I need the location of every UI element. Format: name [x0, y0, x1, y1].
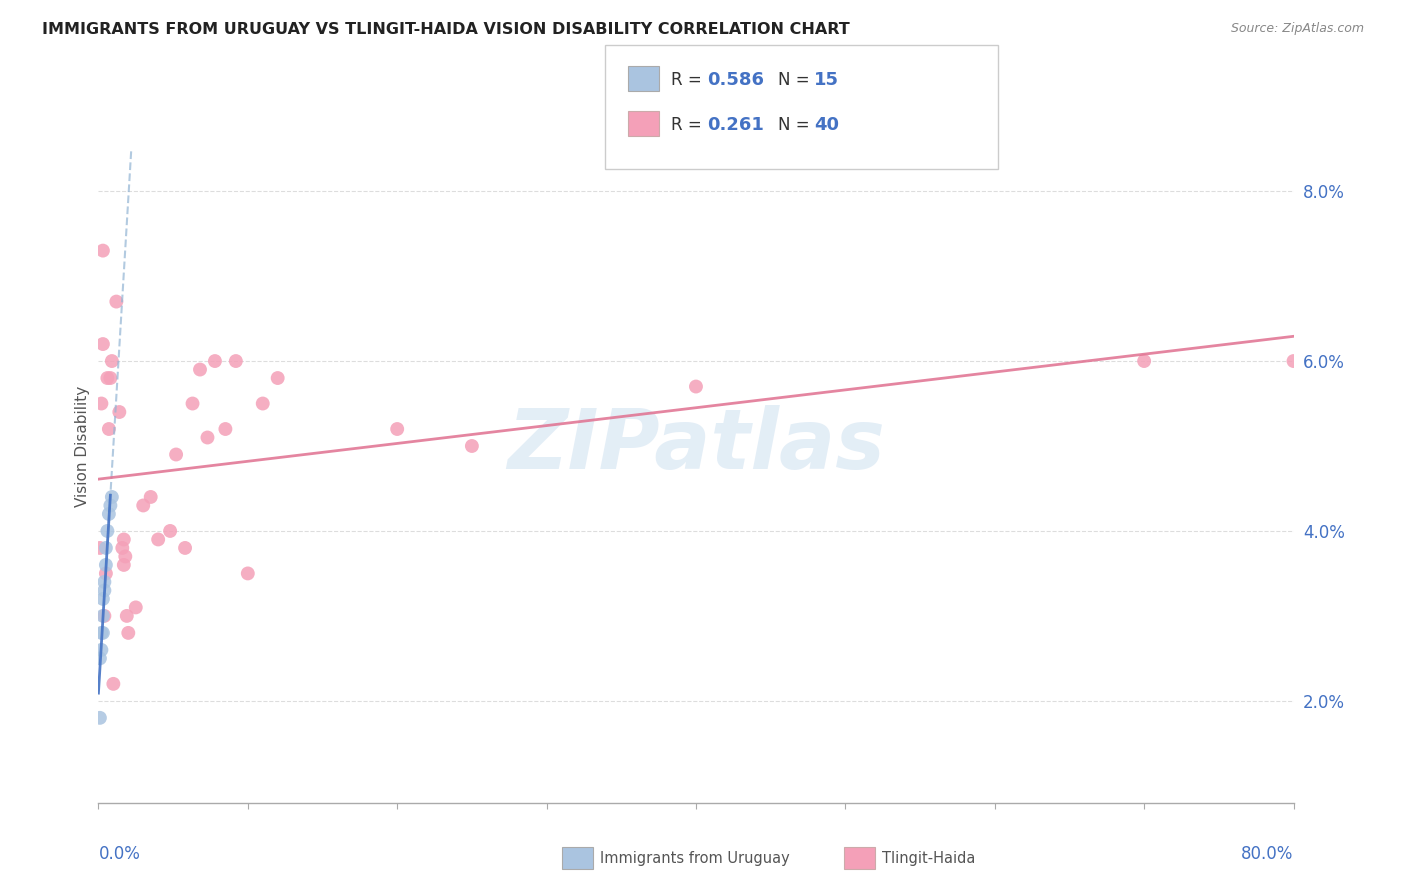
- Point: [89, 711, 111, 725]
- Point: [225, 354, 247, 368]
- Point: [93, 574, 115, 589]
- Point: [97, 422, 120, 436]
- Point: [115, 608, 138, 623]
- Point: [93, 608, 115, 623]
- Point: [89, 651, 111, 665]
- Point: [97, 507, 120, 521]
- Text: IMMIGRANTS FROM URUGUAY VS TLINGIT-HAIDA VISION DISABILITY CORRELATION CHART: IMMIGRANTS FROM URUGUAY VS TLINGIT-HAIDA…: [42, 22, 851, 37]
- Text: N =: N =: [778, 71, 814, 89]
- Point: [91, 591, 114, 606]
- Point: [89, 541, 111, 555]
- Point: [174, 541, 197, 555]
- Point: [90, 396, 112, 410]
- Text: Immigrants from Uruguay: Immigrants from Uruguay: [600, 851, 790, 865]
- Text: Source: ZipAtlas.com: Source: ZipAtlas.com: [1230, 22, 1364, 36]
- Point: [94, 541, 117, 555]
- Text: 0.586: 0.586: [707, 71, 765, 89]
- Point: [685, 379, 707, 393]
- Point: [267, 371, 290, 385]
- Point: [111, 541, 134, 555]
- Point: [1133, 354, 1156, 368]
- Point: [252, 396, 274, 410]
- Text: ZIPatlas: ZIPatlas: [508, 406, 884, 486]
- Text: 0.261: 0.261: [707, 116, 763, 134]
- Point: [165, 448, 187, 462]
- Point: [91, 608, 114, 623]
- Text: N =: N =: [778, 116, 814, 134]
- Point: [94, 558, 117, 572]
- Point: [91, 337, 114, 351]
- Point: [1282, 354, 1305, 368]
- Text: 15: 15: [814, 71, 839, 89]
- Point: [461, 439, 484, 453]
- Text: 80.0%: 80.0%: [1241, 846, 1294, 863]
- Text: 40: 40: [814, 116, 839, 134]
- Point: [90, 626, 112, 640]
- Text: R =: R =: [671, 71, 707, 89]
- Point: [103, 677, 125, 691]
- Point: [101, 354, 124, 368]
- Point: [91, 626, 114, 640]
- Point: [385, 422, 409, 436]
- Text: R =: R =: [671, 116, 707, 134]
- Point: [96, 524, 118, 538]
- Point: [214, 422, 236, 436]
- Text: Tlingit-Haida: Tlingit-Haida: [882, 851, 974, 865]
- Point: [114, 549, 136, 564]
- Point: [93, 583, 115, 598]
- Point: [125, 600, 148, 615]
- Point: [98, 371, 122, 385]
- Point: [139, 490, 162, 504]
- Point: [236, 566, 259, 581]
- Point: [90, 643, 112, 657]
- Y-axis label: Vision Disability: Vision Disability: [75, 385, 90, 507]
- Point: [96, 371, 118, 385]
- Point: [204, 354, 226, 368]
- Point: [101, 490, 124, 504]
- Point: [159, 524, 181, 538]
- Point: [98, 499, 122, 513]
- Point: [112, 533, 135, 547]
- Point: [148, 533, 170, 547]
- Point: [117, 626, 139, 640]
- Point: [188, 362, 211, 376]
- Point: [181, 396, 204, 410]
- Point: [108, 405, 131, 419]
- Point: [197, 430, 219, 444]
- Point: [112, 558, 135, 572]
- Point: [91, 244, 114, 258]
- Point: [105, 294, 128, 309]
- Point: [132, 499, 155, 513]
- Text: 0.0%: 0.0%: [98, 846, 141, 863]
- Point: [94, 566, 117, 581]
